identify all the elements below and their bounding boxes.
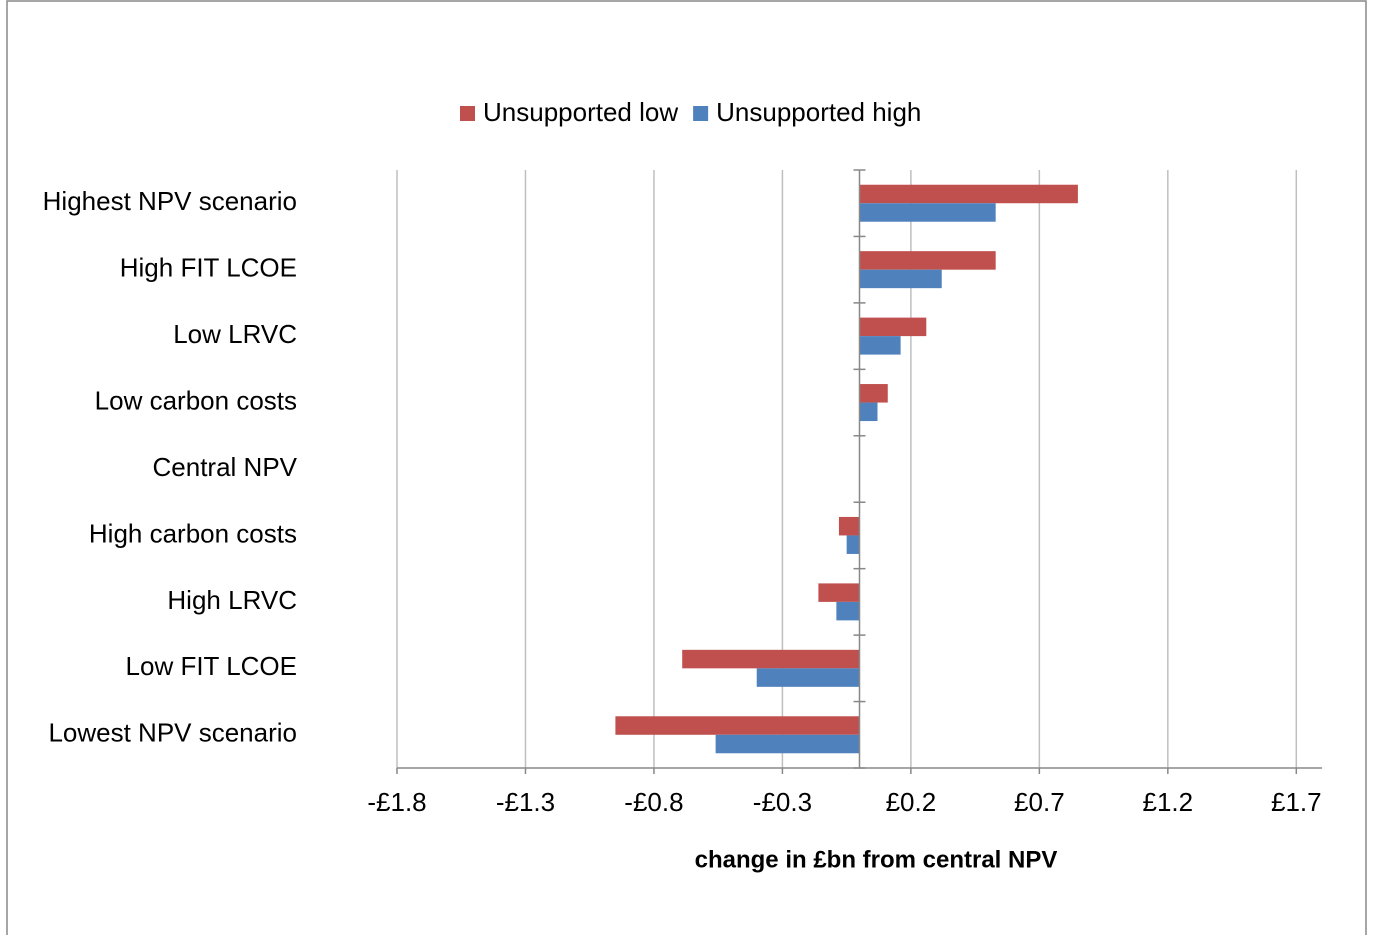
- bar: [859, 251, 996, 270]
- chart-border: [6, 0, 1367, 935]
- x-tick-label: £1.2: [1143, 787, 1194, 817]
- y-tick-label: Lowest NPV scenario: [48, 718, 297, 748]
- bar: [715, 734, 860, 754]
- bar: [859, 184, 1078, 204]
- bar: [756, 668, 860, 687]
- bar: [846, 535, 860, 554]
- bar: [838, 516, 860, 536]
- bar: [859, 402, 878, 422]
- y-tick-label: High LRVC: [167, 585, 297, 615]
- x-tick-label: -£1.3: [496, 787, 555, 817]
- y-tick-label: Low carbon costs: [95, 385, 297, 415]
- y-tick-label: Low LRVC: [173, 319, 297, 349]
- bar: [615, 716, 860, 735]
- y-tick-label: High FIT LCOE: [120, 253, 297, 283]
- bar: [859, 269, 942, 289]
- bar: [859, 384, 888, 403]
- legend-label: Unsupported low: [483, 97, 678, 127]
- x-tick-label: £0.7: [1014, 787, 1065, 817]
- x-axis-title: change in £bn from central NPV: [695, 846, 1058, 873]
- legend-swatch: [693, 106, 709, 121]
- y-tick-label: Highest NPV scenario: [43, 186, 297, 216]
- bar: [859, 336, 901, 355]
- x-tick-label: -£1.8: [367, 787, 426, 817]
- y-tick-label: Low FIT LCOE: [126, 651, 297, 681]
- legend-label: Unsupported high: [716, 97, 921, 127]
- y-tick-label: Central NPV: [153, 452, 298, 482]
- bar: [682, 649, 860, 669]
- x-tick-label: -£0.3: [753, 787, 812, 817]
- bar: [836, 601, 860, 621]
- x-tick-label: -£0.8: [624, 787, 683, 817]
- bar: [818, 583, 860, 602]
- y-tick-label: High carbon costs: [89, 518, 297, 548]
- legend-swatch: [460, 106, 475, 121]
- x-tick-label: £0.2: [886, 787, 937, 817]
- bar: [859, 203, 996, 222]
- x-tick-label: £1.7: [1271, 787, 1322, 817]
- bar: [859, 317, 927, 337]
